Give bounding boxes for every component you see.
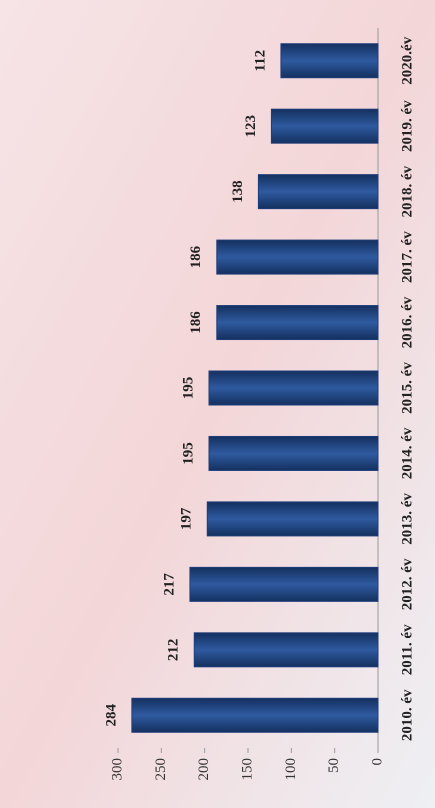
bar — [217, 306, 378, 340]
bar — [132, 698, 378, 732]
x-tick-label: 2011. év — [399, 624, 415, 675]
bar — [258, 175, 378, 209]
value-label: 138 — [230, 180, 246, 203]
value-label: 195 — [180, 377, 196, 400]
x-tick-label: 2017. év — [399, 231, 415, 283]
x-tick-label: 2016. év — [399, 296, 415, 348]
bar — [207, 502, 378, 536]
bar — [271, 109, 378, 143]
x-tick-label: 2018. év — [399, 165, 415, 217]
chart: 0 50 100 150 200 250 300 2010. év 284 2011. év 212… — [0, 0, 435, 808]
bar — [281, 44, 378, 78]
value-label: 186 — [188, 311, 204, 334]
value-label: 217 — [161, 573, 177, 596]
x-tick-label: 2015. év — [399, 362, 415, 414]
value-label: 197 — [179, 507, 195, 530]
y-tick-label: 200 — [196, 758, 212, 781]
bar — [217, 240, 378, 274]
value-label: 123 — [243, 115, 259, 138]
value-label: 195 — [180, 442, 196, 465]
y-tick-label: 50 — [326, 758, 342, 773]
bar — [194, 633, 378, 667]
x-tick-label: 2012. év — [399, 558, 415, 610]
x-tick-label: 2020.év — [399, 36, 415, 84]
y-tick-label: 100 — [283, 758, 299, 781]
bar — [209, 436, 378, 470]
x-tick-label: 2013. év — [399, 493, 415, 545]
value-label: 284 — [103, 704, 119, 727]
y-tick-label: 250 — [153, 758, 169, 781]
x-tick-label: 2014. év — [399, 427, 415, 479]
bar — [209, 371, 378, 405]
y-tick-label: 300 — [109, 758, 125, 781]
x-tick-label: 2019. év — [399, 100, 415, 152]
page: {"chart_data": {"type": "bar", "categori… — [0, 0, 435, 808]
y-tick-label: 150 — [239, 758, 255, 781]
y-tick-label: 0 — [369, 758, 385, 766]
x-tick-label: 2010. év — [399, 689, 415, 741]
bar — [190, 567, 378, 601]
value-label: 212 — [166, 639, 182, 662]
value-label: 186 — [188, 245, 204, 268]
value-label: 112 — [252, 50, 268, 72]
